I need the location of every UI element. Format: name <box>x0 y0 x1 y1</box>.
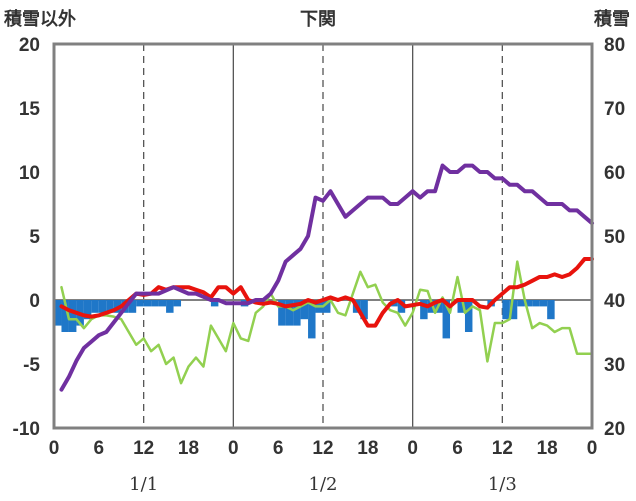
precip-bar <box>293 300 301 326</box>
x-tick-label: 12 <box>312 438 333 459</box>
x-tick-label: 12 <box>133 438 154 459</box>
precip-bar <box>151 300 159 307</box>
y-left-tick-label: 5 <box>29 227 40 248</box>
precip-bar <box>91 300 99 313</box>
y-right-tick-label: 60 <box>604 163 625 184</box>
y-left-tick-label: -5 <box>23 355 40 376</box>
precip-bar <box>547 300 555 320</box>
precip-bar <box>509 300 518 320</box>
right-axis-title: 積雪 <box>593 8 630 30</box>
precip-bar <box>143 300 152 307</box>
precip-bar <box>517 300 525 307</box>
precip-bar <box>166 300 174 313</box>
precip-bar <box>397 300 406 313</box>
precip-bar <box>464 300 473 332</box>
precip-bar <box>106 300 114 313</box>
plot-frame <box>52 42 594 430</box>
x-tick-label: 0 <box>228 438 239 459</box>
precip-bar <box>457 300 465 313</box>
x-tick-label: 18 <box>537 438 558 459</box>
precip-bar <box>323 300 331 313</box>
precip-bar <box>300 300 309 320</box>
x-tick-label: 6 <box>94 438 105 459</box>
x-tick-label: 18 <box>178 438 199 459</box>
y-left-tick-label: 0 <box>29 291 40 312</box>
x-tick-label: 6 <box>273 438 284 459</box>
date-label: 1/3 <box>488 474 517 495</box>
precip-bar <box>83 300 92 320</box>
y-right-tick-label: 20 <box>604 419 625 440</box>
x-tick-label: 0 <box>587 438 598 459</box>
series-line-snow_depth <box>59 163 594 392</box>
plot-border <box>52 42 594 430</box>
y-right-tick-label: 80 <box>604 35 625 56</box>
precip-bar <box>308 300 316 339</box>
precip-bar <box>502 300 510 320</box>
series-lines <box>59 163 594 392</box>
precip-bar <box>285 300 294 326</box>
precip-bar <box>54 300 62 326</box>
x-tick-label: 0 <box>49 438 60 459</box>
precip-bar <box>98 300 107 313</box>
precip-bar <box>442 300 451 339</box>
left-axis-title: 積雪以外 <box>3 8 76 30</box>
precip-bar <box>278 300 286 326</box>
series-line-green_series <box>60 260 594 385</box>
y-left-tick-label: 10 <box>19 163 40 184</box>
x-tick-label: 6 <box>452 438 463 459</box>
y-left-tick-label: -10 <box>13 419 40 440</box>
precip-bar <box>532 300 540 307</box>
precip-bar <box>173 300 182 307</box>
precip-bar <box>61 300 69 332</box>
date-label: 1/1 <box>129 474 158 495</box>
x-tick-label: 18 <box>357 438 378 459</box>
grid <box>54 44 592 428</box>
precip-bar <box>524 300 533 307</box>
x-tick-label: 0 <box>407 438 418 459</box>
x-tick-label: 12 <box>492 438 513 459</box>
y-left-tick-label: 20 <box>19 35 40 56</box>
y-right-tick-label: 30 <box>604 355 625 376</box>
y-left-tick-label: 15 <box>19 99 41 120</box>
precip-bar <box>539 300 548 307</box>
precip-bar <box>136 300 144 307</box>
y-right-tick-label: 70 <box>604 99 625 120</box>
y-right-tick-label: 40 <box>604 291 625 312</box>
precip-bar <box>360 300 368 320</box>
date-label: 1/2 <box>309 474 338 495</box>
precip-bar <box>128 300 137 313</box>
precip-bar <box>210 300 219 307</box>
precip-bar <box>68 300 77 332</box>
y-right-tick-label: 50 <box>604 227 625 248</box>
precip-bar <box>420 300 428 320</box>
precip-bar <box>158 300 167 307</box>
chart-title: 下関 <box>300 9 336 30</box>
